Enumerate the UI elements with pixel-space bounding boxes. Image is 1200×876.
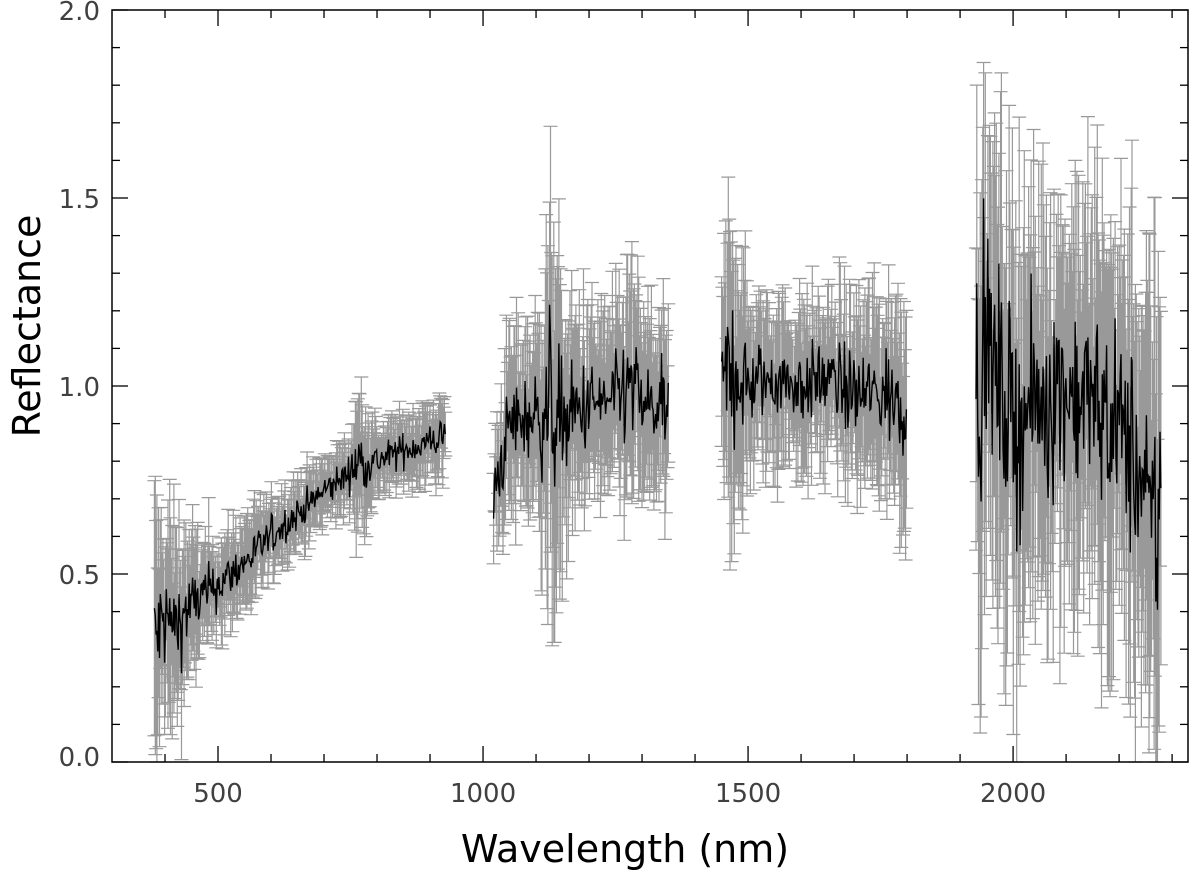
spectrum-segment-3: [720, 310, 908, 456]
y-axis-title: Reflectance: [5, 215, 49, 438]
x-tick-label: 2000: [980, 779, 1046, 809]
y-tick-label: 0.0: [59, 743, 100, 773]
spectrum-segment-2: [492, 304, 669, 519]
y-tick-label: 1.5: [59, 185, 100, 215]
y-tick-label: 0.5: [59, 561, 100, 591]
plot-axes: [111, 9, 1189, 763]
x-tick-label: 1000: [450, 779, 516, 809]
error-bar-group-1: [147, 376, 453, 763]
y-tick-label: 2.0: [59, 0, 100, 27]
y-tick-label: 1.0: [59, 373, 100, 403]
x-tick-label: 500: [193, 779, 243, 809]
spectrum-segment-4: [975, 198, 1162, 610]
tick-labels: 500 1000 1500 2000 0.0 0.5 1.0 1.5 2.0: [59, 0, 1047, 809]
spectrum-segment-1: [153, 419, 446, 674]
x-axis-title: Wavelength (nm): [461, 827, 789, 871]
x-tick-label: 1500: [715, 779, 781, 809]
data-series: [153, 198, 1162, 674]
